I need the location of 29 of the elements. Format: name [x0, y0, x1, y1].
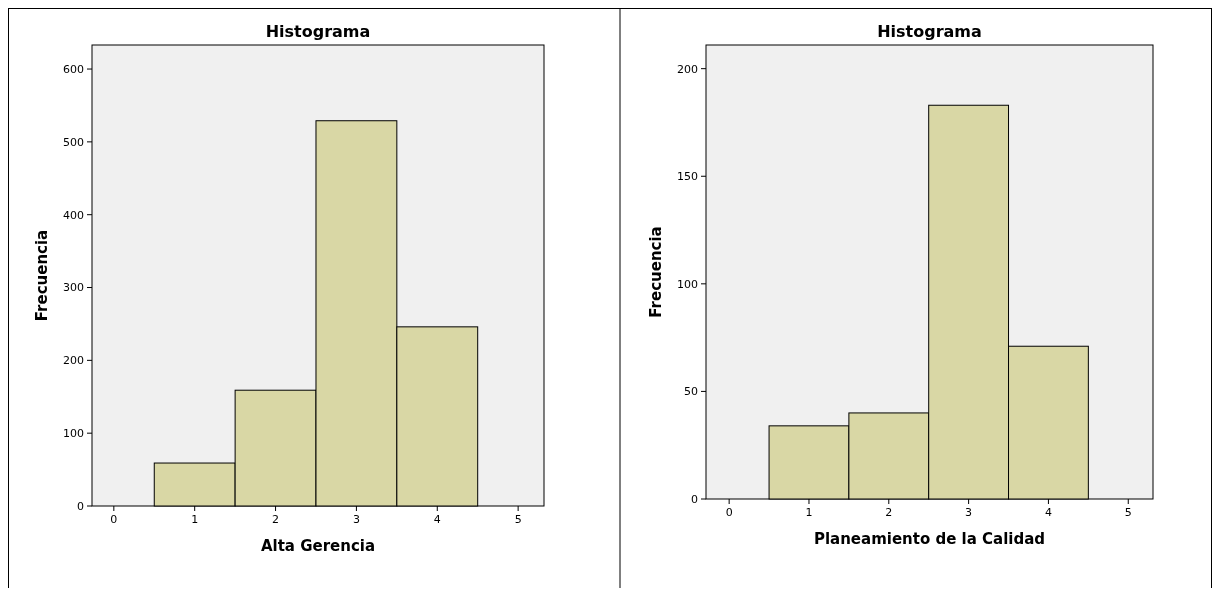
- x-tick-label: 3: [352, 513, 360, 526]
- x-tick-label: 4: [433, 513, 441, 526]
- x-axis-title: Planeamiento de la Calidad: [813, 530, 1046, 548]
- y-tick-label: 0: [691, 492, 698, 506]
- x-tick-label: 4: [1044, 506, 1052, 519]
- y-tick-label: 600: [63, 62, 84, 76]
- x-tick-label: 1: [805, 506, 813, 519]
- y-tick-label: 50: [684, 385, 698, 399]
- x-tick-label: 2: [885, 506, 893, 519]
- x-axis-title: Alta Gerencia: [260, 537, 376, 555]
- y-tick-label: 200: [63, 354, 84, 368]
- chart-title: Histograma: [877, 22, 982, 41]
- x-tick-label: 5: [1124, 506, 1132, 519]
- y-tick-label: 150: [677, 170, 698, 184]
- chart-title: Histograma: [265, 22, 371, 41]
- x-tick-label: 0: [110, 513, 118, 526]
- y-tick-label: 300: [63, 281, 84, 295]
- y-tick-label: 400: [63, 208, 84, 222]
- x-tick-label: 0: [725, 506, 733, 519]
- x-tick-label: 3: [965, 506, 973, 519]
- y-tick-label: 100: [677, 277, 698, 291]
- y-tick-label: 500: [63, 135, 84, 149]
- x-tick-label: 2: [272, 513, 280, 526]
- x-tick-label: 5: [514, 513, 522, 526]
- y-tick-label: 200: [677, 62, 698, 76]
- y-axis-title: Frecuencia: [647, 226, 665, 318]
- y-tick-label: 100: [63, 427, 84, 441]
- y-axis-title: Frecuencia: [33, 229, 51, 322]
- x-tick-label: 1: [191, 513, 199, 526]
